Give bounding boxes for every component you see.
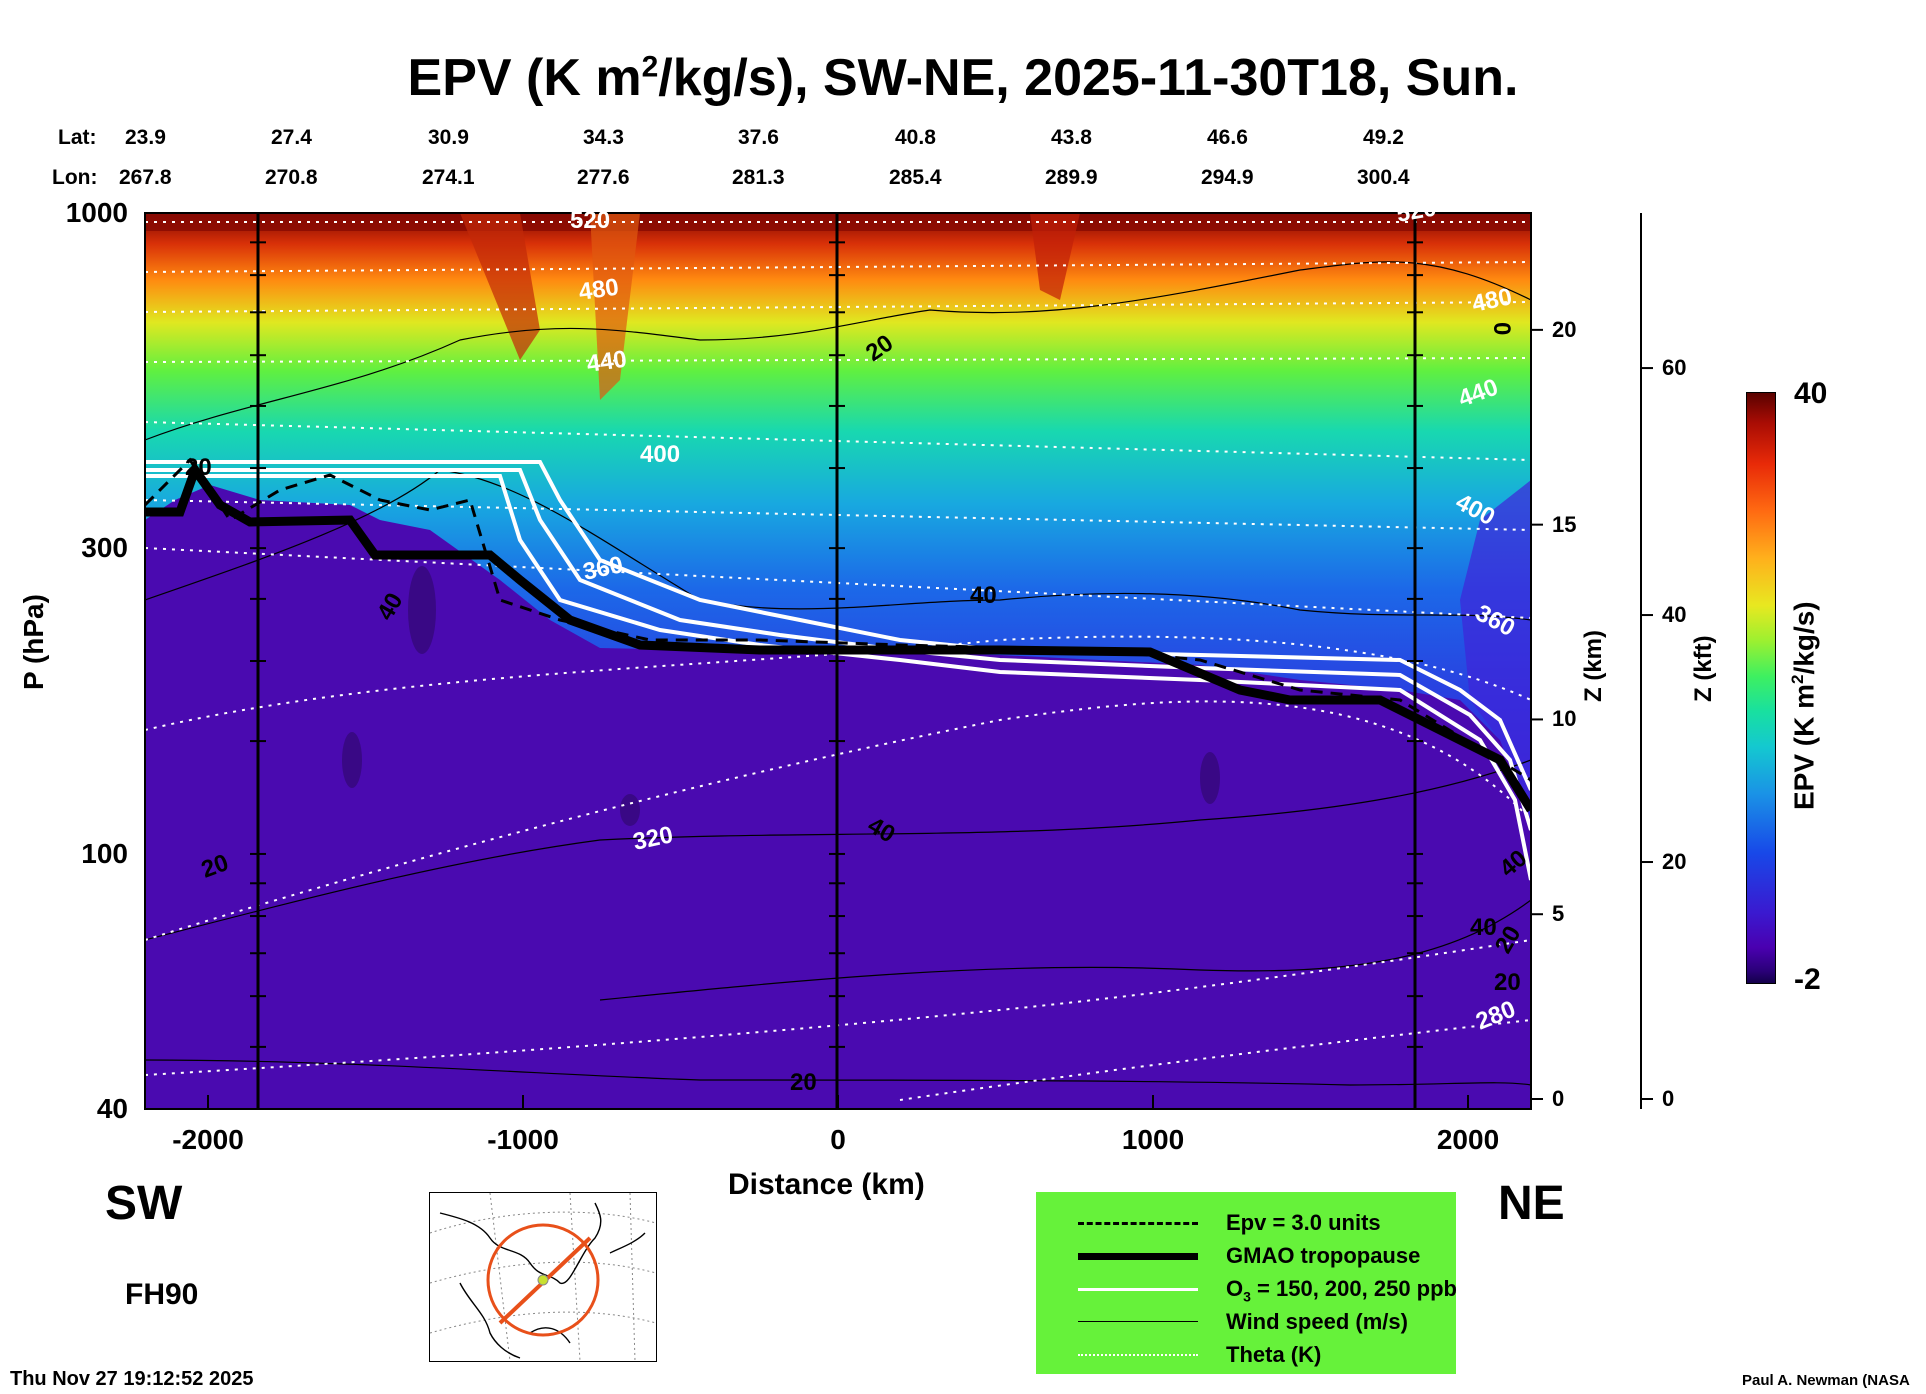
zkft-axis-label: Z (kft) <box>1690 635 1717 702</box>
lat-value: 43.8 <box>1051 126 1092 149</box>
zkm-tick-label: 5 <box>1552 901 1565 927</box>
zkft-tick-label: 40 <box>1662 602 1687 628</box>
x-tick-label: -2000 <box>172 1124 244 1155</box>
lon-value: 294.9 <box>1201 166 1254 189</box>
lon-value: 300.4 <box>1357 166 1410 189</box>
wind-contour-label: 20 <box>790 1069 817 1096</box>
blob <box>1200 752 1220 804</box>
wind-contours <box>145 261 1531 1086</box>
lat-value: 37.6 <box>738 126 779 149</box>
lon-label: Lon: <box>52 166 98 189</box>
zkm-tick-label: 10 <box>1552 706 1577 732</box>
lat-value: 46.6 <box>1207 126 1248 149</box>
x-tick-label: -1000 <box>487 1124 559 1155</box>
lat-value: 34.3 <box>583 126 624 149</box>
legend-item-tropopause: GMAO tropopause <box>1036 1241 1456 1274</box>
zkm-axis-label: Z (km) <box>1580 630 1607 702</box>
lon-value: 289.9 <box>1045 166 1098 189</box>
colorbar-label: EPV (K m2/kg/s) <box>1788 601 1820 810</box>
lat-value: 49.2 <box>1363 126 1404 149</box>
forecast-hour: FH90 <box>125 1278 199 1311</box>
colorbar <box>1746 392 1776 984</box>
legend-item-wind: Wind speed (m/s) <box>1036 1307 1456 1340</box>
x-tick-label: 2000 <box>1436 1124 1500 1155</box>
theta-contour-label: 520 <box>570 207 610 234</box>
epv-dashed-line <box>145 457 1531 782</box>
legend: Epv = 3.0 units GMAO tropopause O3 = 150… <box>1036 1192 1457 1374</box>
wind-contour-label: 20 <box>1494 969 1521 996</box>
wind-contour-label: 20 <box>185 454 212 481</box>
streak <box>590 213 640 400</box>
theta-contour-label: 480 <box>577 274 620 306</box>
map-inset <box>429 1192 657 1362</box>
zkm-tick-label: 15 <box>1552 511 1577 537</box>
direction-sw: SW <box>105 1177 183 1230</box>
dashed-line-sample <box>1078 1222 1198 1225</box>
blob <box>408 566 436 654</box>
thin-line-sample <box>1078 1321 1198 1322</box>
pressure-tick-label: 1000 <box>65 197 128 228</box>
thick-line-sample <box>1078 1253 1198 1260</box>
legend-item-ozone: O3 = 150, 200, 250 ppb <box>1036 1274 1457 1307</box>
blob <box>342 732 362 788</box>
credit: Paul A. Newman (NASA <box>1742 1372 1910 1389</box>
x-axis-label: Distance (km) <box>728 1168 925 1201</box>
pressure-tick-label: 100 <box>81 837 128 869</box>
wind-contour-label: 40 <box>970 582 997 609</box>
legend-item-theta: Theta (K) <box>1036 1340 1456 1373</box>
lat-value: 40.8 <box>895 126 936 149</box>
white-line-sample <box>1078 1288 1198 1291</box>
x-tick-label: 0 <box>830 1124 846 1155</box>
zkm-tick-label: 0 <box>1552 1086 1565 1111</box>
wind-contour-label: 40 <box>1470 914 1497 941</box>
zkft-tick-label: 0 <box>1662 1086 1675 1111</box>
streak <box>460 213 540 360</box>
legend-item-epv: Epv = 3.0 units <box>1036 1208 1456 1241</box>
lon-value: 267.8 <box>119 166 172 189</box>
lon-value: 274.1 <box>422 166 475 189</box>
lon-value: 277.6 <box>577 166 630 189</box>
tropopause-line <box>145 460 1531 813</box>
lon-value: 285.4 <box>889 166 942 189</box>
timestamp: Thu Nov 27 19:12:52 2025 <box>10 1368 254 1390</box>
lat-value: 23.9 <box>125 126 166 149</box>
chart-title: EPV (K m2/kg/s), SW-NE, 2025-11-30T18, S… <box>407 49 1519 107</box>
map-graphic <box>430 1193 656 1361</box>
zkm-tick-label: 20 <box>1552 316 1577 342</box>
wind-contour-label: 0 <box>1488 322 1515 335</box>
lat-value: 27.4 <box>271 126 312 149</box>
lat-label: Lat: <box>58 126 97 149</box>
pressure-tick-label: 300 <box>81 532 128 564</box>
colorbar-min: -2 <box>1794 963 1821 996</box>
theta-contour-label: 440 <box>585 346 628 378</box>
zkft-tick-label: 60 <box>1662 355 1687 381</box>
pressure-tick-label: 40 <box>96 1093 128 1124</box>
direction-ne: NE <box>1498 1177 1565 1230</box>
streak <box>1030 213 1080 300</box>
lat-value: 30.9 <box>428 126 469 149</box>
dotted-line-sample <box>1078 1354 1198 1356</box>
lon-value: 281.3 <box>732 166 785 189</box>
blob <box>620 794 640 826</box>
colorbar-max: 40 <box>1794 377 1828 410</box>
theta-contour-label: 400 <box>640 441 680 468</box>
x-tick-label: 1000 <box>1121 1124 1185 1155</box>
zkft-tick-label: 20 <box>1662 849 1687 875</box>
y-axis-label: P (hPa) <box>18 594 49 690</box>
lon-value: 270.8 <box>265 166 318 189</box>
edge-fill <box>1460 480 1531 820</box>
